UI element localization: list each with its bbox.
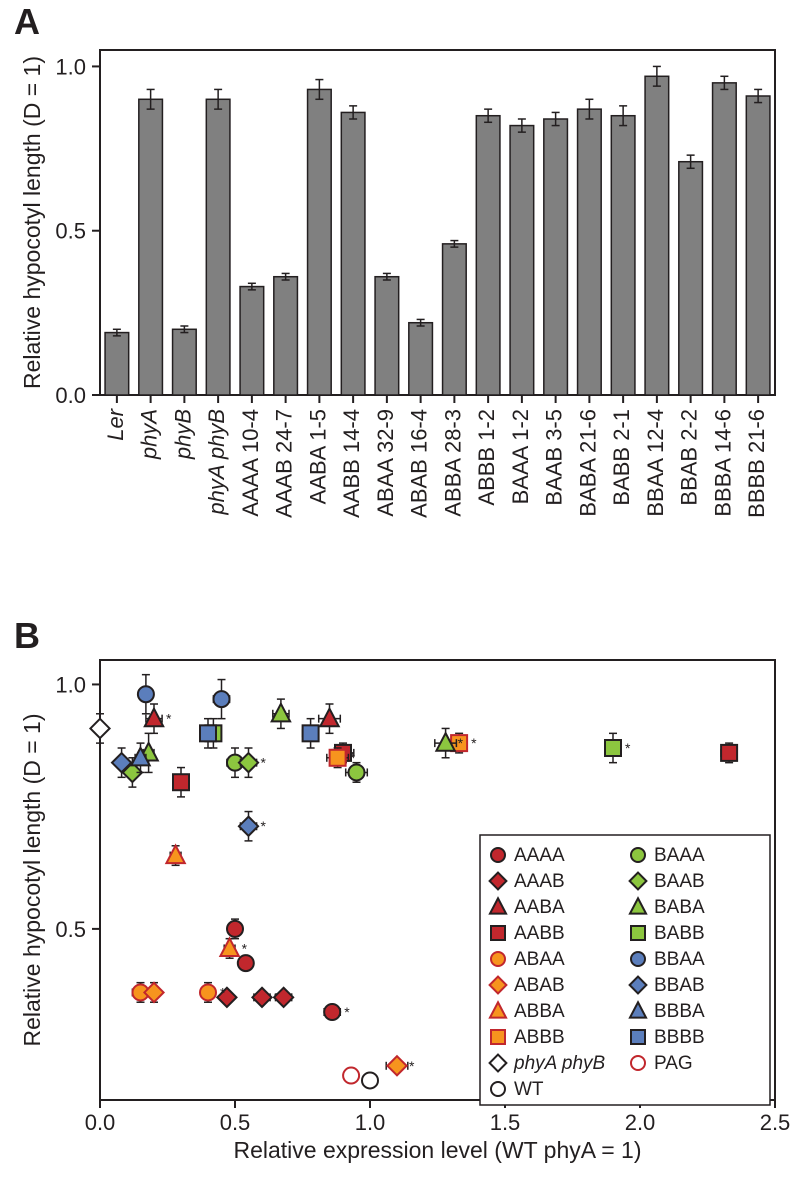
svg-text:*: * [344,1004,350,1020]
legend-label: BBAA [654,949,705,970]
legend-label: BBBB [654,1027,705,1048]
svg-text:Relative expression level (WT: Relative expression level (WT phyA = 1) [233,1137,641,1163]
bar [476,116,500,395]
svg-text:0.0: 0.0 [55,383,86,408]
bar [679,162,703,395]
legend-label: AAAA [514,845,565,866]
svg-text:*: * [261,755,267,771]
legend-label: BBBA [654,1001,705,1022]
svg-text:ABAA 32-9: ABAA 32-9 [373,409,398,517]
svg-text:BAAB 3-5: BAAB 3-5 [542,409,567,506]
svg-text:AABA 1-5: AABA 1-5 [305,409,330,504]
svg-text:0.5: 0.5 [220,1110,251,1135]
svg-text:*: * [471,735,477,751]
bar [443,244,467,395]
svg-text:BABA 21-6: BABA 21-6 [575,409,600,517]
bar [240,287,264,395]
svg-text:1.0: 1.0 [55,54,86,79]
svg-text:phyA phyB: phyA phyB [204,409,229,516]
bar [274,277,298,395]
bar [611,116,635,395]
bar [375,277,399,395]
bar [544,119,568,395]
legend-label: ABAB [514,975,565,996]
svg-text:1.0: 1.0 [55,672,86,697]
legend-label: AAAB [514,871,565,892]
legend-label: BAAA [654,845,705,866]
svg-text:BBBA 14-6: BBBA 14-6 [710,409,735,517]
figure: A 0.00.51.0Relative hypocotyl length (D … [0,0,797,1177]
svg-text:0.0: 0.0 [85,1110,116,1135]
bar [578,109,602,395]
panel-b-chart: 0.0 0.5 1.0 1.5 2.0 2.5 0.5 1.0 Relative hypocot… [0,610,797,1177]
svg-text:*: * [166,711,172,727]
svg-text:2.5: 2.5 [760,1110,791,1135]
bar [105,333,129,395]
svg-text:*: * [242,940,248,956]
svg-text:BBBB 21-6: BBBB 21-6 [744,409,769,518]
bar [510,126,534,395]
svg-text:*: * [409,1058,415,1074]
svg-text:*: * [625,740,631,756]
svg-text:BAAA 1-2: BAAA 1-2 [508,409,533,504]
svg-text:1.0: 1.0 [355,1110,386,1135]
svg-text:*: * [261,818,267,834]
legend-label: BABA [654,897,705,918]
legend-label: BAAB [654,871,705,892]
svg-text:*: * [458,735,464,751]
svg-text:ABBA 28-3: ABBA 28-3 [440,409,465,517]
legend-label: BABB [654,923,705,944]
svg-text:phyA: phyA [137,409,162,460]
svg-text:2.0: 2.0 [625,1110,656,1135]
bar [341,112,365,395]
svg-text:ABBB 1-2: ABBB 1-2 [474,409,499,506]
legend-label: AABB [514,923,565,944]
svg-text:0.5: 0.5 [55,917,86,942]
svg-text:Relative hypocotyl length (D =: Relative hypocotyl length (D = 1) [19,713,45,1046]
svg-text:AABB 14-4: AABB 14-4 [339,409,364,518]
svg-text:1.5: 1.5 [490,1110,521,1135]
bar [308,89,332,395]
svg-text:Ler: Ler [103,407,128,440]
legend-label: ABBB [514,1027,565,1048]
svg-text:*: * [220,984,226,1000]
bar [713,83,737,395]
legend-label: phyA phyB [513,1053,606,1074]
svg-text:phyB: phyB [170,409,195,460]
panel-a-chart: 0.0 0.5 1.0 Relative hypocotyl length (D = … [0,0,797,610]
bar [173,329,197,395]
bar [206,99,230,395]
svg-text:BBAB 2-2: BBAB 2-2 [677,409,702,506]
legend-label: PAG [654,1053,693,1074]
legend-label: ABBA [514,1001,565,1022]
legend-label: ABAA [514,949,565,970]
legend-label: WT [514,1079,544,1100]
bar [139,99,163,395]
svg-text:0.5: 0.5 [55,219,86,244]
svg-text:BABB 2-1: BABB 2-1 [609,409,634,506]
svg-text:BBAA 12-4: BBAA 12-4 [643,409,668,517]
svg-text:AAAA 10-4: AAAA 10-4 [238,409,263,517]
bar [746,96,770,395]
svg-text:ABAB 16-4: ABAB 16-4 [407,409,432,518]
bar [409,323,433,395]
svg-text:Relative hypocotyl length (D =: Relative hypocotyl length (D = 1) [19,56,45,389]
legend-label: BBAB [654,975,705,996]
bar [645,76,669,395]
svg-text:AAAB 24-7: AAAB 24-7 [272,409,297,518]
legend-label: AABA [514,897,565,918]
